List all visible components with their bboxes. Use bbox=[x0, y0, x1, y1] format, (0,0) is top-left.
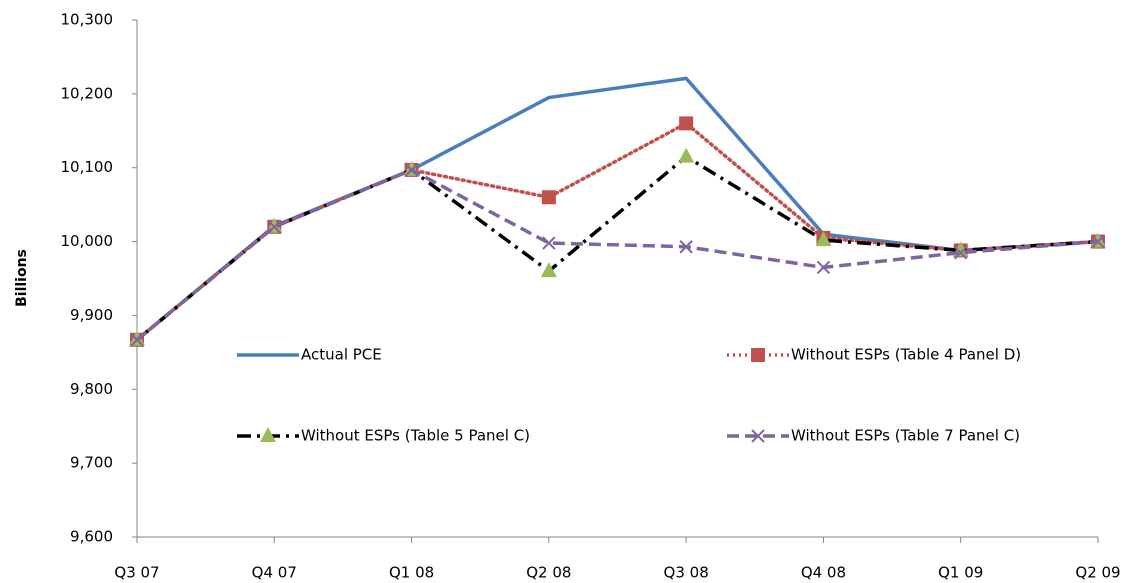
legend-marker bbox=[260, 427, 276, 442]
x-tick-label: Q3 08 bbox=[664, 564, 709, 582]
marker bbox=[267, 220, 281, 234]
series-line bbox=[135, 154, 1099, 342]
y-axis-title: Billions bbox=[14, 249, 30, 307]
marker bbox=[542, 236, 556, 250]
y-tick-label: 10,300 bbox=[61, 11, 114, 29]
legend-label: Without ESPs (Table 4 Panel D) bbox=[791, 346, 1021, 364]
y-tick-label: 10,200 bbox=[61, 84, 114, 102]
legend-marker bbox=[751, 429, 765, 443]
y-tick-label: 9,900 bbox=[70, 306, 113, 324]
legend-label: Without ESPs (Table 7 Panel C) bbox=[791, 427, 1020, 445]
y-tick-label: 9,800 bbox=[70, 380, 113, 398]
marker bbox=[404, 163, 419, 177]
marker bbox=[679, 116, 694, 131]
x-tick-label: Q4 08 bbox=[801, 564, 846, 582]
y-tick-label: 10,100 bbox=[61, 158, 114, 176]
marker bbox=[954, 245, 968, 260]
y-tick-label: 9,600 bbox=[70, 528, 113, 546]
legend-label: Without ESPs (Table 5 Panel C) bbox=[301, 427, 530, 445]
x-tick-label: Q1 09 bbox=[938, 564, 983, 582]
series-line bbox=[135, 167, 1099, 342]
x-tick-label: Q3 07 bbox=[114, 564, 159, 582]
marker bbox=[678, 147, 695, 163]
marker bbox=[1090, 232, 1106, 248]
y-tick-label: 10,000 bbox=[61, 232, 114, 250]
x-tick-label: Q4 07 bbox=[252, 564, 297, 582]
marker bbox=[679, 240, 693, 254]
marker bbox=[130, 333, 144, 347]
y-tick-label: 9,700 bbox=[70, 454, 113, 472]
x-tick-label: Q2 09 bbox=[1075, 564, 1120, 582]
x-tick-label: Q2 08 bbox=[526, 564, 571, 582]
marker bbox=[815, 231, 832, 247]
legend-marker bbox=[751, 348, 765, 362]
marker bbox=[541, 190, 556, 205]
marker bbox=[816, 260, 831, 275]
marker bbox=[1091, 234, 1105, 249]
x-tick-label: Q1 08 bbox=[389, 564, 434, 582]
legend-label: Actual PCE bbox=[301, 346, 382, 364]
series-line bbox=[135, 76, 1099, 342]
marker bbox=[540, 262, 557, 278]
